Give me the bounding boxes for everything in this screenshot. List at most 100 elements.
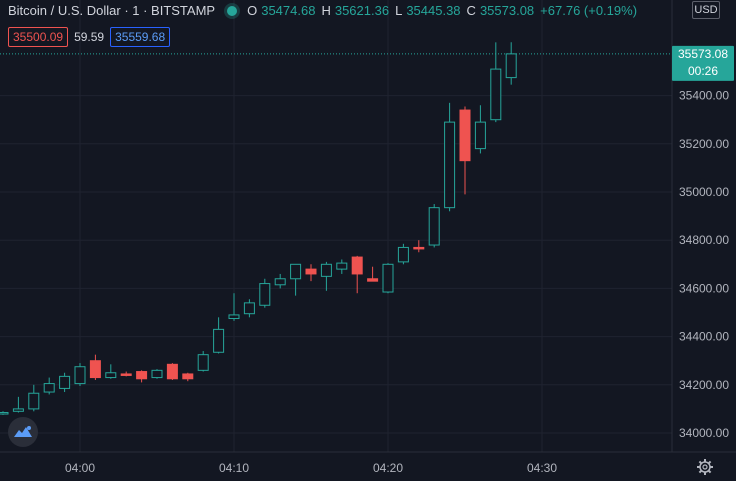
candle-body-up <box>0 412 9 415</box>
symbol-title[interactable]: Bitcoin / U.S. Dollar · 1 · BITSTAMP <box>8 3 216 18</box>
candle <box>336 259 348 274</box>
candle-body-up <box>290 263 302 280</box>
candle <box>459 106 471 195</box>
change-value: +67.76 (+0.19%) <box>540 3 638 18</box>
candle <box>305 264 317 282</box>
candle-body-down <box>305 268 317 275</box>
candle <box>12 396 24 413</box>
high-value: 35621.36 <box>334 3 390 18</box>
candle-body-up <box>336 262 348 270</box>
settings-gear-icon[interactable] <box>697 459 713 475</box>
candle-body-up <box>228 314 240 320</box>
candle <box>166 363 178 380</box>
candle <box>351 255 363 294</box>
candle <box>59 372 71 393</box>
candle-body-up <box>43 383 55 393</box>
candle-body-up <box>28 392 40 410</box>
candle-body-down <box>413 246 425 250</box>
candle-body-down <box>351 256 363 275</box>
y-tick-label: 35000.00 <box>679 185 729 199</box>
candle-body-up <box>428 207 440 246</box>
x-tick-label: 04:30 <box>527 461 557 475</box>
candle-body-up <box>213 328 225 353</box>
candle <box>474 105 486 154</box>
candle-body-up <box>259 283 271 306</box>
candle <box>213 317 225 354</box>
candle <box>151 369 163 379</box>
candle-body-up <box>274 278 286 286</box>
candle <box>444 102 456 212</box>
price-axis[interactable]: 34000.00 34200.00 34400.00 34600.00 34800.00… <box>679 89 729 440</box>
symbol-legend[interactable]: Bitcoin / U.S. Dollar · 1 · BITSTAMP O 35… <box>8 3 639 18</box>
candle-body-up <box>74 366 86 385</box>
candle-body-down <box>120 373 132 376</box>
candle <box>505 42 517 85</box>
candle <box>382 263 394 294</box>
time-axis[interactable]: 04:00 04:10 04:20 04:30 <box>65 461 557 475</box>
bid-price[interactable]: 35500.09 <box>8 27 69 47</box>
high-label: H <box>321 3 331 18</box>
candle <box>320 261 332 291</box>
bid-ask-panel: 35500.09 59.59 35559.68 <box>8 27 171 47</box>
status-dot-icon <box>227 5 238 16</box>
ask-price[interactable]: 35559.68 <box>110 27 171 47</box>
x-tick-label: 04:00 <box>65 461 95 475</box>
candle <box>290 263 302 296</box>
candle <box>397 243 409 265</box>
x-tick-label: 04:10 <box>219 461 249 475</box>
open-value: 35474.68 <box>261 3 316 18</box>
candle <box>413 240 425 253</box>
candle-body-up <box>59 375 71 389</box>
y-tick-label: 34800.00 <box>679 233 729 247</box>
currency-button[interactable]: USD <box>692 1 720 19</box>
y-tick-label: 35400.00 <box>679 89 729 103</box>
candle <box>197 351 209 372</box>
candle-body-up <box>397 246 409 263</box>
candle <box>182 372 194 382</box>
y-tick-label: 34200.00 <box>679 378 729 392</box>
candle <box>0 411 9 415</box>
candle <box>428 204 440 248</box>
candles <box>0 42 517 415</box>
candle-body-down <box>459 109 471 162</box>
x-tick-label: 04:20 <box>373 461 403 475</box>
candle-body-down <box>89 360 101 379</box>
y-tick-label: 34400.00 <box>679 330 729 344</box>
candle <box>243 299 255 318</box>
candle <box>28 384 40 412</box>
candle-body-up <box>320 263 332 277</box>
candle-body-up <box>505 53 517 79</box>
candle <box>89 354 101 380</box>
candle <box>74 363 86 387</box>
y-tick-label: 34000.00 <box>679 426 729 440</box>
candle-body-down <box>367 278 379 282</box>
close-label: C <box>466 3 476 18</box>
candle-body-up <box>382 263 394 293</box>
candle <box>490 42 502 123</box>
low-value: 35445.38 <box>406 3 461 18</box>
candle <box>43 377 55 395</box>
low-label: L <box>395 3 403 18</box>
grid-lines <box>0 0 672 452</box>
candle-body-down <box>182 373 194 380</box>
candle-body-up <box>474 121 486 150</box>
tradingview-logo-icon[interactable] <box>8 417 38 447</box>
candle-body-down <box>166 363 178 380</box>
candle-body-up <box>151 369 163 379</box>
candle <box>259 278 271 308</box>
candle <box>228 293 240 321</box>
candle-body-up <box>243 302 255 315</box>
price-tag-value: 35573.08 <box>678 47 728 61</box>
price-tag-box <box>672 45 734 81</box>
candle-body-up <box>197 354 209 371</box>
candle <box>274 273 286 289</box>
close-value: 35573.08 <box>479 3 535 18</box>
candle <box>367 266 379 282</box>
open-label: O <box>247 3 258 18</box>
candle <box>120 371 132 377</box>
candle <box>105 364 117 379</box>
candle-body-down <box>136 371 148 380</box>
candle-body-up <box>12 408 24 412</box>
y-tick-label: 35200.00 <box>679 137 729 151</box>
